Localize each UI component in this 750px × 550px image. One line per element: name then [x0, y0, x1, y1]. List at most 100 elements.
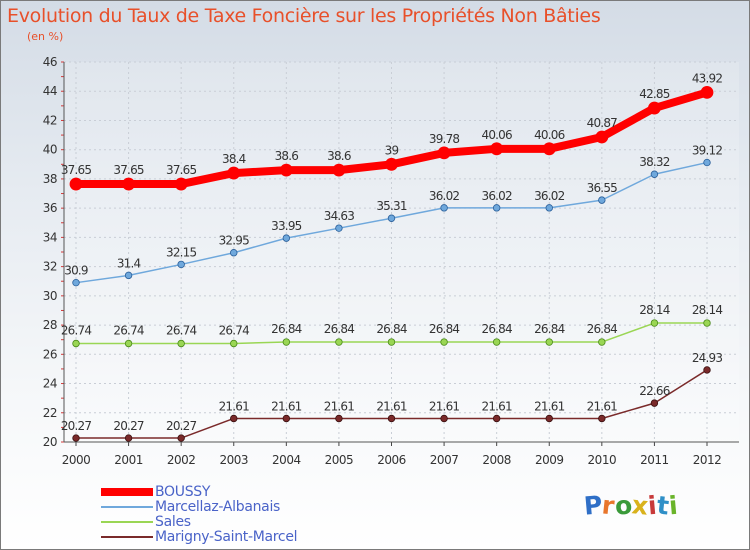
data-point	[385, 157, 398, 171]
data-point	[440, 414, 448, 423]
data-label: 38.4	[222, 152, 246, 166]
data-label: 36.02	[534, 189, 565, 203]
chart-title: Evolution du Taux de Taxe Foncière sur l…	[7, 5, 601, 27]
data-label: 37.65	[61, 163, 92, 177]
y-tick-label: 36	[43, 201, 57, 215]
data-point	[122, 177, 135, 191]
x-tick-label: 2007	[430, 453, 459, 467]
data-label: 21.61	[219, 399, 250, 413]
data-label: 36.02	[481, 189, 512, 203]
data-label: 20.27	[113, 419, 144, 433]
data-label: 24.93	[692, 351, 723, 365]
data-point	[490, 142, 504, 156]
y-tick-label: 20	[43, 435, 57, 449]
data-point	[703, 158, 711, 167]
data-label: 20.27	[166, 419, 197, 433]
data-point	[545, 204, 553, 212]
data-point	[282, 338, 291, 346]
data-label: 32.15	[166, 245, 197, 259]
data-label: 38.6	[327, 149, 351, 163]
data-label: 26.84	[587, 322, 618, 336]
data-label: 26.84	[534, 322, 565, 336]
data-point	[492, 338, 501, 346]
data-point	[174, 177, 188, 191]
data-point	[440, 204, 448, 212]
data-label: 38.32	[639, 155, 670, 169]
data-label: 32.95	[219, 234, 250, 248]
x-tick-label: 2012	[693, 453, 722, 467]
data-label: 21.61	[324, 399, 355, 413]
data-label: 26.84	[271, 322, 302, 336]
x-tick-label: 2001	[114, 453, 143, 467]
data-point	[648, 101, 661, 115]
data-point	[545, 338, 553, 346]
data-label: 26.74	[113, 323, 144, 337]
legend-swatch	[101, 521, 153, 523]
data-label: 21.61	[271, 399, 302, 413]
data-point	[335, 224, 343, 232]
data-point	[72, 339, 80, 348]
data-label: 26.84	[429, 322, 460, 336]
x-tick-label: 2004	[272, 453, 301, 467]
legend-swatch	[101, 506, 153, 508]
data-label: 37.65	[166, 163, 197, 177]
data-point	[650, 399, 659, 407]
legend-label: BOUSSY	[155, 484, 211, 500]
proxiti-logo: Proxiti	[583, 490, 679, 521]
y-tick-label: 40	[43, 143, 57, 157]
data-label: 26.74	[166, 323, 197, 337]
data-label: 39.12	[692, 144, 723, 158]
data-point	[492, 414, 501, 423]
data-label: 28.14	[692, 303, 723, 317]
data-label: 28.14	[639, 303, 670, 317]
x-tick-label: 2011	[640, 453, 669, 467]
data-point	[387, 214, 396, 222]
y-tick-label: 30	[43, 289, 57, 303]
y-tick-label: 42	[43, 113, 57, 127]
data-label: 42.85	[639, 87, 670, 101]
data-label: 43.92	[692, 71, 723, 85]
data-point	[230, 339, 238, 348]
data-point	[230, 414, 238, 423]
data-point	[492, 204, 501, 212]
data-point	[282, 414, 291, 423]
legend-label: Marcellaz-Albanais	[155, 499, 281, 515]
data-label: 34.63	[324, 209, 355, 223]
legend-swatch	[101, 536, 153, 538]
y-tick-label: 34	[43, 230, 57, 244]
data-label: 26.84	[324, 322, 355, 336]
data-label: 21.61	[481, 399, 512, 413]
y-tick-label: 44	[43, 84, 57, 98]
y-tick-label: 46	[43, 55, 57, 69]
data-point	[282, 234, 291, 242]
data-label: 40.06	[481, 128, 512, 142]
data-label: 38.6	[275, 149, 299, 163]
x-tick-label: 2003	[219, 453, 248, 467]
data-point	[124, 339, 133, 348]
legend-label: Sales	[155, 514, 191, 530]
data-label: 22.66	[639, 384, 670, 398]
data-point	[177, 339, 185, 348]
data-point	[124, 271, 133, 280]
data-point	[279, 163, 293, 177]
data-label: 21.61	[376, 399, 407, 413]
data-label: 39.78	[429, 132, 460, 146]
y-tick-label: 28	[43, 318, 57, 332]
data-point	[227, 166, 241, 180]
x-tick-label: 2006	[377, 453, 406, 467]
data-point	[545, 414, 553, 423]
x-tick-label: 2008	[482, 453, 511, 467]
data-point	[124, 434, 133, 442]
data-label: 21.61	[534, 399, 565, 413]
data-label: 31.4	[117, 256, 141, 270]
logo-letter: i	[667, 490, 679, 521]
data-point	[598, 338, 606, 346]
data-label: 36.02	[429, 189, 460, 203]
data-point	[332, 163, 346, 177]
data-label: 21.61	[429, 399, 460, 413]
data-point	[542, 142, 556, 156]
data-label: 40.06	[534, 128, 565, 142]
data-point	[177, 260, 185, 269]
data-label: 26.84	[481, 322, 512, 336]
